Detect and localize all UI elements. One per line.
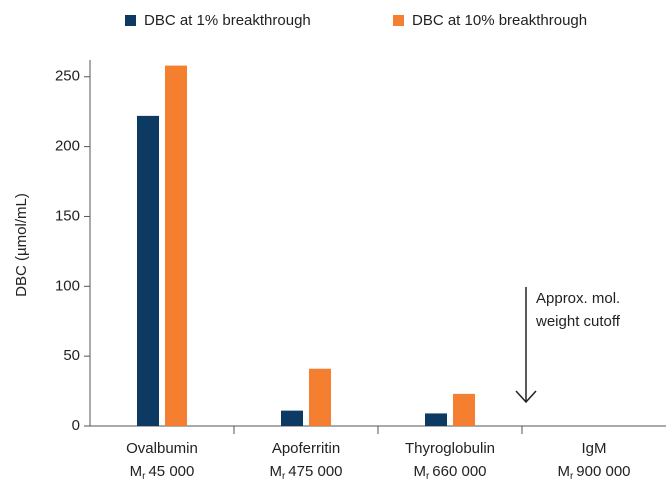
y-tick-label: 50 (63, 347, 80, 364)
mw-subscript: r (570, 471, 574, 481)
bar (281, 410, 303, 426)
bar (165, 65, 187, 427)
mw-subscript: r (282, 471, 286, 481)
y-axis-label: DBC (µmol/mL) (13, 193, 30, 297)
mw-subscript: r (426, 471, 430, 481)
x-tick-label: Ovalbumin (126, 440, 198, 457)
legend-label: DBC at 1% breakthrough (144, 12, 311, 29)
x-tick-label: Thyroglobulin (405, 440, 495, 457)
bar (453, 393, 475, 426)
y-tick-label: 150 (55, 207, 80, 224)
x-tick-sublabel: Mr 45 000 (130, 463, 195, 481)
mw-symbol: M (269, 463, 282, 480)
legend-label: DBC at 10% breakthrough (412, 12, 587, 29)
mw-value: 45 000 (148, 463, 194, 480)
annotation-text: weight cutoff (535, 313, 621, 330)
legend-swatch (393, 15, 404, 26)
x-tick-sublabel: Mr 900 000 (557, 463, 630, 481)
mw-symbol: M (130, 463, 143, 480)
legend-swatch (125, 15, 136, 26)
mw-value: 900 000 (576, 463, 630, 480)
y-tick-label: 0 (72, 417, 80, 434)
y-tick-label: 250 (55, 68, 80, 85)
bar (425, 413, 447, 426)
x-tick-label: IgM (581, 440, 606, 457)
mw-value: 475 000 (288, 463, 342, 480)
mw-value: 660 000 (432, 463, 486, 480)
x-tick-label: Apoferritin (272, 440, 340, 457)
bar (309, 368, 331, 426)
bar (137, 115, 159, 426)
mw-symbol: M (557, 463, 570, 480)
mw-subscript: r (142, 471, 146, 481)
annotation-arrowhead (515, 390, 537, 404)
x-tick-sublabel: Mr 475 000 (269, 463, 342, 481)
annotation-text: Approx. mol. (536, 290, 620, 307)
x-tick-sublabel: Mr 660 000 (413, 463, 486, 481)
y-tick-label: 200 (55, 138, 80, 155)
mw-symbol: M (413, 463, 426, 480)
y-tick-label: 100 (55, 277, 80, 294)
